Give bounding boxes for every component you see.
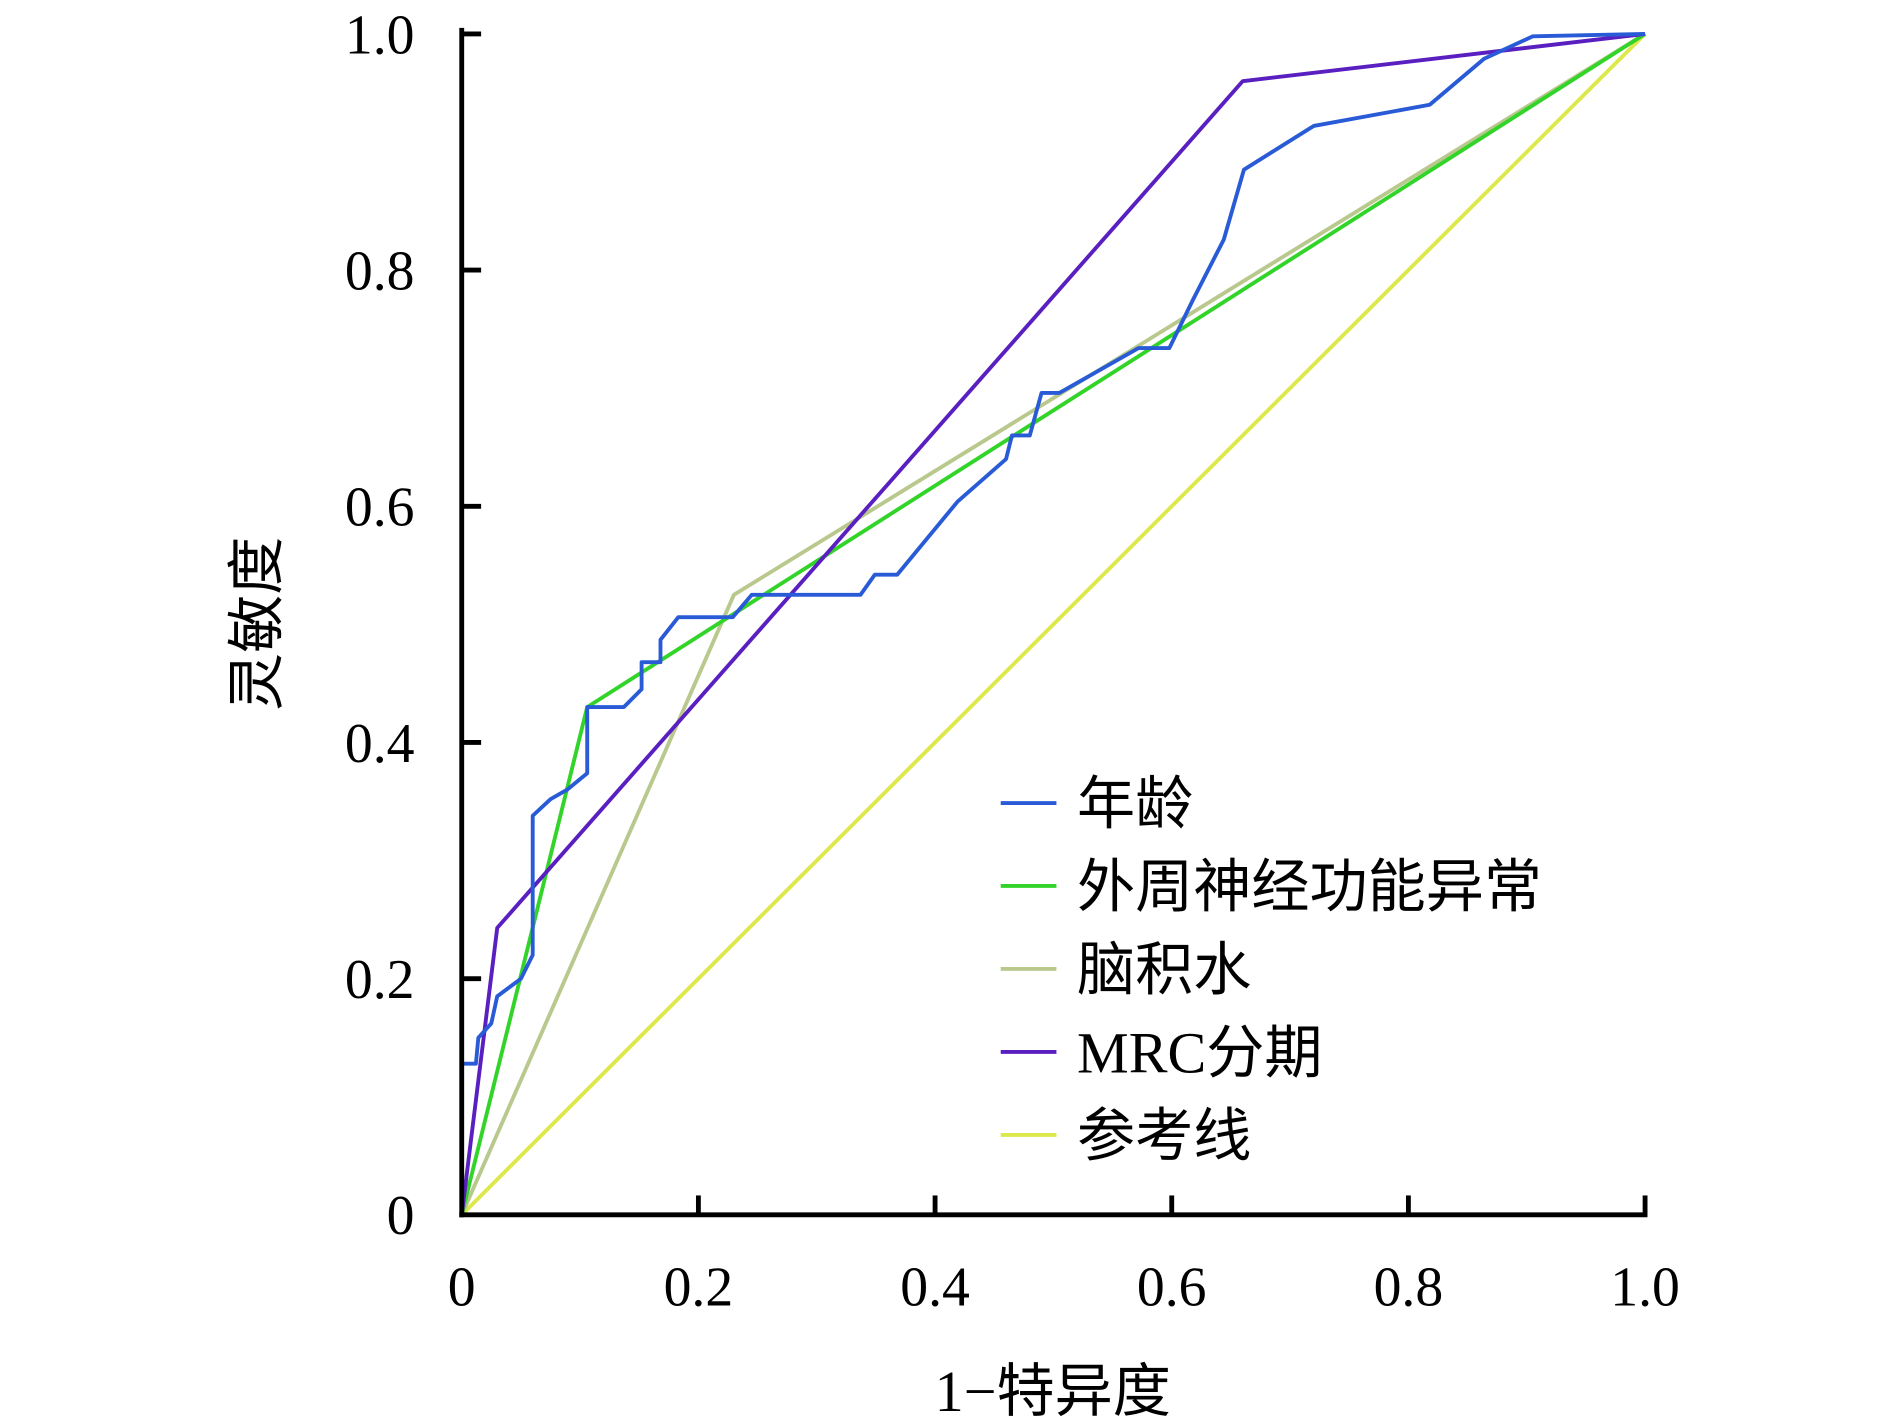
legend-label: 外周神经功能异常 (1077, 855, 1542, 920)
y-tick-label: 0 (387, 1185, 415, 1247)
x-tick-label: 0.2 (664, 1257, 734, 1319)
x-tick-label: 1.0 (1610, 1257, 1680, 1319)
series-line-3 (459, 31, 1646, 1216)
y-tick-label: 1.0 (345, 4, 415, 66)
y-tick-label: 0.4 (345, 713, 415, 775)
axes (459, 27, 1648, 1218)
legend-item: MRC分期 (1000, 1021, 1323, 1086)
legend-item: 脑积水 (1000, 938, 1251, 1003)
legend-label: 年龄 (1077, 772, 1193, 837)
ticks: 0 0.2 0.4 0.6 0.8 1.0 0 0.2 0.4 0.6 0.8 1.0 (345, 4, 1680, 1318)
legend-label: MRC分期 (1077, 1021, 1322, 1086)
y-axis-label: 灵敏度 (224, 537, 289, 711)
series-line-0 (459, 31, 1646, 1215)
legend-label: 参考线 (1077, 1103, 1251, 1168)
series-layer (459, 31, 1647, 1217)
legend-label: 脑积水 (1077, 938, 1251, 1003)
x-tick-label: 0.6 (1137, 1257, 1207, 1319)
series-line-4 (460, 32, 1647, 1217)
legend-item: 外周神经功能异常 (1000, 855, 1542, 920)
legend-item: 参考线 (1000, 1103, 1251, 1168)
x-tick-label: 0 (448, 1257, 476, 1319)
x-tick-label: 0.4 (900, 1257, 970, 1319)
series-line-2 (459, 32, 1647, 1216)
x-tick-label: 0.8 (1374, 1257, 1444, 1319)
y-tick-label: 0.8 (345, 240, 415, 302)
y-tick-label: 0.2 (345, 949, 415, 1011)
legend-item: 年龄 (1000, 772, 1193, 837)
x-axis-label: 1−特异度 (935, 1359, 1171, 1424)
y-tick-label: 0.6 (345, 477, 415, 539)
